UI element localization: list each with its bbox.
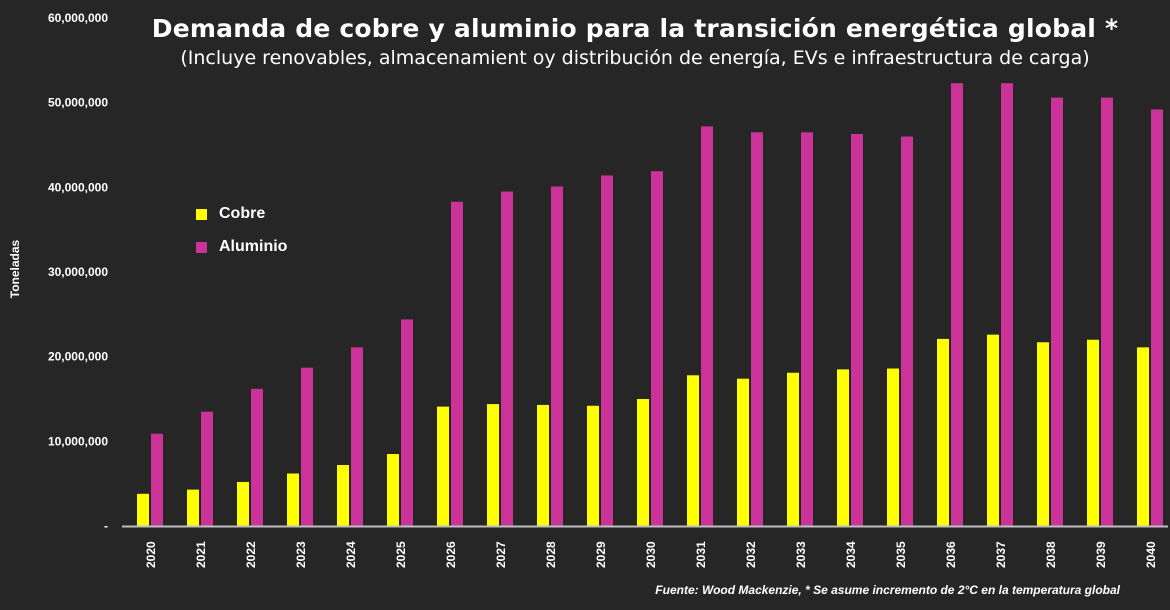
bar-aluminio-2035 xyxy=(901,136,913,527)
bar-cobre-2022 xyxy=(237,481,249,526)
bar-aluminio-2031 xyxy=(701,126,713,526)
bar-cobre-2029 xyxy=(587,405,599,526)
y-tick-label: 10,000,000 xyxy=(48,434,108,448)
bar-cobre-2024 xyxy=(337,465,349,526)
x-tick-label: 2034 xyxy=(844,541,858,568)
bar-cobre-2036 xyxy=(937,338,949,526)
y-tick-label: 60,000,000 xyxy=(48,11,108,25)
bar-cobre-2040 xyxy=(1137,347,1149,526)
bar-aluminio-2027 xyxy=(501,191,513,527)
x-tick-label: 2025 xyxy=(394,541,408,568)
bar-aluminio-2023 xyxy=(301,367,313,526)
bar-cobre-2039 xyxy=(1087,339,1099,526)
bar-aluminio-2037 xyxy=(1001,83,1013,527)
legend-item-cobre: Cobre xyxy=(196,205,265,223)
bar-cobre-2035 xyxy=(887,368,899,526)
x-tick-label: 2022 xyxy=(244,541,258,568)
x-tick-label: 2036 xyxy=(944,541,958,568)
x-tick-label: 2020 xyxy=(144,541,158,568)
legend-swatch-cobre xyxy=(196,208,207,220)
x-tick-label: 2038 xyxy=(1044,541,1058,568)
bar-aluminio-2028 xyxy=(551,186,563,526)
bar-aluminio-2030 xyxy=(651,171,663,526)
bar-cobre-2028 xyxy=(537,404,549,526)
chart-title: Demanda de cobre y aluminio para la tran… xyxy=(151,14,1119,43)
bar-cobre-2032 xyxy=(737,378,749,526)
bar-aluminio-2034 xyxy=(851,133,863,526)
bar-cobre-2027 xyxy=(487,404,499,526)
bar-aluminio-2036 xyxy=(951,83,963,527)
x-tick-label: 2032 xyxy=(744,541,758,568)
bar-cobre-2037 xyxy=(987,334,999,526)
chart-subtitle: (Incluye renovables, almacenamient oy di… xyxy=(180,47,1090,69)
x-tick-label: 2024 xyxy=(344,541,358,568)
bar-cobre-2038 xyxy=(1037,342,1049,526)
legend-label-cobre: Cobre xyxy=(219,205,266,222)
x-tick-label: 2030 xyxy=(644,541,658,568)
bar-cobre-2033 xyxy=(787,372,799,526)
legend-label-aluminio: Aluminio xyxy=(219,238,288,255)
bar-cobre-2034 xyxy=(837,369,849,526)
bar-aluminio-2022 xyxy=(251,388,263,526)
bar-cobre-2026 xyxy=(437,406,449,526)
bar-aluminio-2026 xyxy=(451,201,463,526)
bar-aluminio-2024 xyxy=(351,347,363,526)
x-tick-label: 2029 xyxy=(594,541,608,568)
bar-aluminio-2029 xyxy=(601,175,613,527)
bar-cobre-2023 xyxy=(287,473,299,526)
y-tick-label: 50,000,000 xyxy=(48,96,108,110)
bar-aluminio-2032 xyxy=(751,132,763,527)
bar-aluminio-2021 xyxy=(201,411,213,526)
bar-cobre-2031 xyxy=(687,375,699,526)
source-note: Fuente: Wood Mackenzie, * Se asume incre… xyxy=(655,583,1120,597)
bar-cobre-2020 xyxy=(137,493,149,526)
x-tick-label: 2033 xyxy=(794,541,808,568)
bar-cobre-2025 xyxy=(387,454,399,526)
bar-cobre-2021 xyxy=(187,489,199,526)
y-tick-label: 40,000,000 xyxy=(48,180,108,194)
bar-aluminio-2033 xyxy=(801,132,813,527)
x-tick-label: 2021 xyxy=(194,541,208,568)
legend-swatch-aluminio xyxy=(196,241,207,253)
bar-aluminio-2020 xyxy=(151,433,163,526)
y-tick-label: 20,000,000 xyxy=(48,350,108,364)
x-tick-label: 2035 xyxy=(894,541,908,568)
bar-aluminio-2038 xyxy=(1051,97,1063,526)
bar-aluminio-2040 xyxy=(1151,109,1163,526)
x-tick-label: 2028 xyxy=(544,541,558,568)
bar-cobre-2030 xyxy=(637,399,649,526)
bar-aluminio-2039 xyxy=(1101,97,1113,526)
x-tick-label: 2037 xyxy=(994,541,1008,568)
x-tick-label: 2040 xyxy=(1144,541,1158,568)
x-tick-label: 2039 xyxy=(1094,541,1108,568)
y-tick-label: 30,000,000 xyxy=(48,265,108,279)
bar-aluminio-2025 xyxy=(401,319,413,526)
x-tick-label: 2026 xyxy=(444,541,458,568)
legend-item-aluminio: Aluminio xyxy=(196,238,287,256)
x-tick-label: 2027 xyxy=(494,541,508,568)
x-tick-label: 2031 xyxy=(694,541,708,568)
y-tick-label: - xyxy=(104,519,108,533)
x-tick-label: 2023 xyxy=(294,541,308,568)
